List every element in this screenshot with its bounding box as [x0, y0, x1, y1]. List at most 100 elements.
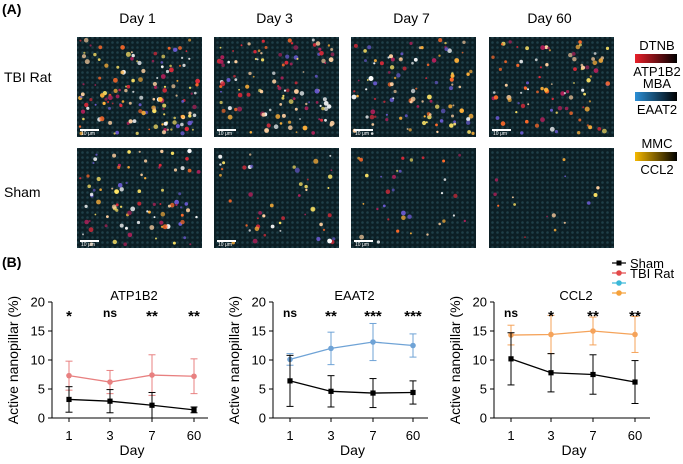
data-point — [107, 379, 113, 385]
y-tick-label: 5 — [38, 382, 45, 397]
line-chart: CCL2 0 5 10 15 20 1 3 7 60 Day Active nanopillar (%… — [447, 288, 650, 458]
micrograph-image: 10 μm — [214, 148, 339, 248]
y-axis-label: Active nanopillar (%) — [447, 296, 463, 424]
colorbar-legend: DTNB ATP1B2 — [633, 38, 680, 79]
data-point — [66, 396, 72, 403]
y-tick-label: 5 — [480, 382, 487, 397]
y-tick-label: 0 — [480, 411, 487, 426]
significance-marker: ** — [188, 308, 200, 325]
data-point — [410, 342, 416, 349]
data-point — [590, 328, 596, 334]
row-labels: TBI Rat Sham — [4, 69, 52, 200]
scale-bar-label: 10 μm — [81, 242, 95, 248]
chart-title: EAAT2 — [334, 288, 374, 303]
panel-b-label: (B) — [2, 254, 21, 270]
x-tick-label: 1 — [65, 428, 72, 443]
legend-label: TBI Rat — [630, 266, 674, 281]
x-axis-label: Day — [340, 442, 365, 458]
x-tick-label: 7 — [369, 428, 376, 443]
data-point — [632, 379, 638, 385]
y-axis-label: Active nanopillar (%) — [5, 296, 21, 424]
line-chart: ATP1B2 0 5 10 15 20 1 3 7 60 Day Active nanopillar … — [5, 288, 208, 458]
column-header-day: Day 3 — [256, 10, 293, 26]
legend-entry: TBI Rat — [612, 266, 674, 281]
micrograph-grid: 10 μm 10 μm 10 μm 10 μm 10 μm 10 μm 10 μm — [77, 37, 614, 248]
y-tick-label: 10 — [252, 353, 266, 368]
micrograph-image: 10 μm — [77, 148, 202, 248]
data-point — [149, 372, 155, 378]
scale-bar-label: 10 μm — [218, 242, 232, 248]
colorbar-target-label: CCL2 — [640, 162, 673, 177]
x-axis-label: Day — [120, 442, 145, 458]
micrograph-image — [489, 148, 614, 248]
column-headers: Day 1 Day 3 Day 7 Day 60 — [119, 10, 572, 26]
scale-bar — [354, 129, 373, 131]
y-tick-label: 10 — [31, 353, 45, 368]
micrograph-image: 10 μm — [351, 37, 476, 137]
series-tbi — [65, 354, 198, 396]
micrograph-image: 10 μm — [489, 37, 614, 137]
x-tick-label: 7 — [589, 428, 596, 443]
x-tick-label: 1 — [286, 428, 293, 443]
x-tick-label: 3 — [327, 428, 334, 443]
micrograph-image: 10 μm — [214, 37, 339, 137]
significance-marker: ** — [325, 308, 337, 325]
x-tick-label: 60 — [187, 428, 201, 443]
significance-marker: * — [66, 308, 72, 325]
row-label: TBI Rat — [4, 69, 52, 85]
y-tick-label: 20 — [252, 295, 266, 310]
series-sham — [286, 354, 417, 409]
y-tick-label: 20 — [31, 295, 45, 310]
colorbar-legend: MBA EAAT2 — [635, 76, 677, 117]
scale-bar-label: 10 μm — [218, 131, 232, 137]
scale-bar-label: 10 μm — [81, 131, 95, 137]
significance-marker: ** — [587, 308, 599, 325]
scale-bar — [80, 240, 99, 242]
colorbar-target-label: ATP1B2 — [633, 64, 680, 79]
data-point — [370, 390, 376, 396]
colorbar-gradient — [635, 152, 677, 161]
y-tick-label: 5 — [259, 382, 266, 397]
colorbar-reporter-label: DTNB — [639, 38, 674, 53]
scale-bar — [354, 240, 373, 242]
scale-bar — [217, 129, 236, 131]
x-tick-label: 1 — [507, 428, 514, 443]
series-line — [289, 341, 414, 361]
series-tbi — [507, 314, 639, 355]
scale-bar — [80, 129, 99, 131]
scale-bar-label: 10 μm — [355, 131, 369, 137]
legend-label: Sham — [630, 256, 664, 271]
data-point — [370, 339, 376, 345]
series-sham — [65, 386, 198, 419]
column-header-day: Day 7 — [393, 10, 430, 26]
y-tick-label: 15 — [473, 324, 487, 339]
data-point — [328, 388, 334, 394]
colorbar-gradient — [635, 54, 677, 63]
significance-marker: *** — [404, 308, 422, 325]
data-point — [410, 389, 416, 396]
y-tick-label: 10 — [473, 353, 487, 368]
significance-marker: ** — [146, 308, 158, 325]
micrograph-image: 10 μm — [77, 37, 202, 137]
significance-marker: * — [548, 308, 554, 325]
data-point — [508, 356, 514, 362]
significance-marker: ns — [504, 306, 518, 320]
data-point — [191, 373, 197, 380]
column-header-day: Day 60 — [527, 10, 572, 26]
data-point — [632, 331, 638, 338]
data-point — [66, 372, 72, 379]
scale-bar-label: 10 μm — [493, 131, 507, 137]
significance-marker: ** — [629, 308, 641, 325]
y-tick-label: 0 — [259, 411, 266, 426]
legend-entry: Sham — [612, 256, 664, 271]
scale-bar — [217, 240, 236, 242]
data-point — [107, 398, 113, 404]
legend-entry — [612, 290, 626, 296]
colorbar-legend: MMC CCL2 — [635, 136, 677, 177]
x-tick-label: 3 — [106, 428, 113, 443]
x-tick-label: 60 — [406, 428, 420, 443]
series-tbi — [286, 322, 417, 366]
